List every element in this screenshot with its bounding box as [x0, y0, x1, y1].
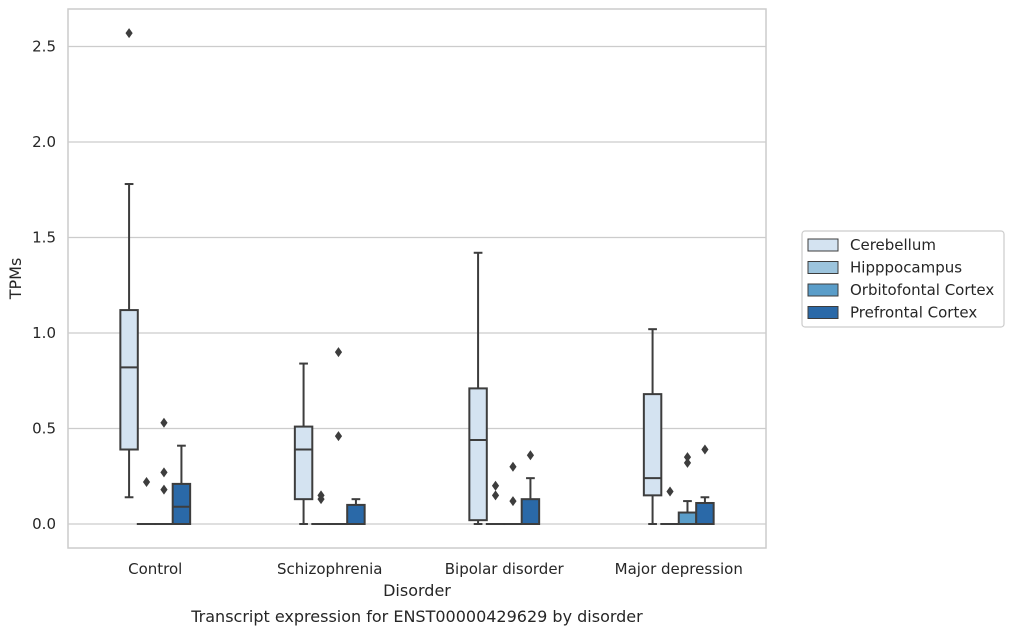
chart-title: Transcript expression for ENST0000042962… — [190, 607, 643, 626]
box-orbitofontal-cortex — [154, 417, 174, 526]
y-tick-label: 2.5 — [32, 38, 56, 56]
outlier-point — [666, 486, 674, 497]
legend-swatch — [807, 238, 839, 252]
box-hipppocampus — [660, 486, 680, 526]
box-cerebellum — [642, 328, 663, 525]
box-prefrontal-cortex — [171, 444, 192, 526]
outlier-point — [317, 490, 325, 501]
outlier-point — [334, 431, 343, 442]
box-iqr — [293, 425, 314, 501]
x-axis-title: Disorder — [383, 581, 451, 600]
legend-swatch — [807, 283, 839, 297]
legend-label: Hipppocampus — [850, 259, 962, 277]
y-tick-label: 0.5 — [32, 420, 56, 438]
legend-label: Cerebellum — [850, 236, 936, 254]
outlier-point — [142, 476, 151, 487]
box-cerebellum — [468, 251, 488, 525]
box-orbitofontal-cortex — [328, 347, 349, 526]
y-tick-label: 0.0 — [32, 515, 56, 533]
box-hipppocampus — [136, 476, 157, 526]
x-axis-ticks: Control Schizophrenia Bipolar disorder Majo… — [128, 560, 743, 578]
x-tick-label: Bipolar disorder — [445, 560, 565, 578]
box-iqr — [695, 501, 715, 525]
box-iqr — [468, 387, 488, 522]
outlier-point — [683, 457, 692, 468]
outlier-point — [160, 417, 168, 428]
y-tick-label: 1.5 — [32, 229, 56, 247]
legend-swatch — [807, 306, 839, 319]
box-cerebellum — [119, 28, 139, 499]
box-prefrontal-cortex — [520, 450, 541, 526]
x-tick-label: Major depression — [615, 560, 743, 578]
boxes — [119, 28, 715, 526]
outlier-point — [683, 452, 692, 463]
box-prefrontal-cortex — [695, 444, 715, 525]
y-axis-title: TPMs — [6, 258, 25, 301]
box-iqr — [520, 498, 541, 526]
outlier-point — [125, 28, 133, 39]
outlier-point — [334, 347, 343, 358]
box-iqr — [346, 503, 366, 525]
x-tick-label: Control — [128, 560, 182, 578]
box-cerebellum — [293, 362, 314, 525]
box-iqr — [642, 393, 663, 497]
legend-frame — [801, 230, 1005, 328]
outlier-point — [509, 461, 517, 472]
outlier-point — [160, 467, 168, 478]
outlier-point — [491, 480, 500, 491]
outlier-point — [160, 484, 168, 495]
box-iqr — [119, 309, 139, 451]
y-axis-ticks: 0.0 0.5 1.0 1.5 2.0 2.5 — [32, 38, 56, 534]
plot-area-frame — [67, 8, 767, 549]
y-tick-label: 2.0 — [32, 133, 56, 151]
outlier-point — [701, 444, 709, 455]
x-tick-label: Schizophrenia — [277, 560, 382, 578]
legend-swatch — [807, 261, 839, 274]
box-orbitofontal-cortex — [503, 461, 523, 526]
box-hipppocampus — [311, 490, 331, 526]
box-hipppocampus — [485, 480, 506, 526]
box-prefrontal-cortex — [346, 498, 366, 525]
outlier-point — [526, 450, 535, 461]
legend-label: Orbitofontal Cortex — [850, 281, 994, 299]
legend-label: Prefrontal Cortex — [850, 304, 977, 322]
box-orbitofontal-cortex — [677, 452, 698, 525]
outlier-point — [491, 490, 500, 501]
y-tick-label: 1.0 — [32, 324, 56, 342]
box-iqr — [171, 482, 192, 526]
outlier-point — [509, 496, 517, 507]
box-iqr — [677, 511, 698, 525]
legend: Cerebellum Hipppocampus Orbitofontal Corte… — [801, 230, 1005, 328]
